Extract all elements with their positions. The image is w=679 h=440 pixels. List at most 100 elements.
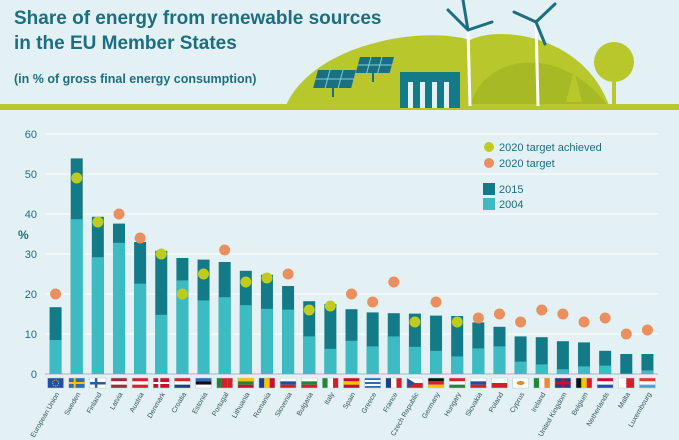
flag-border — [322, 377, 339, 389]
flag-border — [89, 377, 107, 389]
flag-stripe — [174, 384, 191, 388]
marker-achieved-lithuania — [240, 276, 252, 288]
marker-target-portugal — [219, 244, 231, 256]
flag-ie-icon — [533, 377, 550, 389]
legend-label-achieved: 2020 target achieved — [499, 142, 602, 154]
bar-2015-belgium — [578, 342, 591, 374]
flag-stripe — [385, 378, 392, 388]
bar-2004-spain — [345, 340, 358, 374]
flag-stripe — [364, 380, 381, 382]
flag-fr-icon — [385, 377, 403, 389]
flag-eu-icon — [47, 377, 64, 389]
y-tick-label-10: 10 — [25, 329, 37, 341]
flag-border — [385, 377, 403, 389]
x-tick-label-germany: Germany — [421, 391, 442, 420]
flag-border — [364, 377, 381, 389]
flag-stripe — [322, 378, 328, 388]
x-tick-label-estonia: Estonia — [192, 391, 210, 415]
flag-border — [512, 377, 529, 389]
flag-stripe — [544, 378, 550, 388]
x-tick-label-cyprus: Cyprus — [509, 391, 526, 414]
flag-stripe — [343, 378, 360, 382]
flag-stripe — [533, 378, 540, 388]
flag-stripe — [195, 381, 212, 385]
marker-achieved-romania — [261, 272, 273, 284]
x-tick-label-portugal: Portugal — [211, 391, 230, 417]
flag-gr-icon — [364, 377, 381, 389]
y-tick-label-60: 60 — [25, 129, 37, 141]
flag-stripe — [47, 378, 64, 388]
bar-2015-malta — [620, 354, 633, 374]
flag-pl-icon — [491, 377, 508, 389]
bar-2004-cyprus — [514, 361, 527, 374]
flag-stripe — [618, 378, 627, 388]
marker-target-slovakia — [472, 312, 484, 324]
flag-hu-icon — [448, 377, 466, 389]
title-line-2: in the EU Member States — [14, 33, 237, 54]
flag-stripe — [470, 381, 487, 385]
flag-stripe — [581, 378, 587, 388]
title-line-1: Share of energy from renewable sources — [14, 8, 382, 29]
flag-mt-icon — [618, 377, 635, 389]
bar-2004-romania — [260, 308, 273, 374]
flag-stripe — [626, 378, 635, 388]
flag-stripe — [110, 378, 127, 382]
flag-stripe — [195, 378, 212, 382]
bar-2004-portugal — [218, 297, 231, 374]
flag-stripe — [470, 378, 487, 382]
flag-lu-icon — [639, 377, 656, 389]
flag-stripe — [237, 378, 254, 382]
flag-border — [448, 377, 466, 389]
flag-cz-icon — [406, 377, 424, 389]
x-tick-label-france: France — [383, 391, 400, 413]
flag-border — [575, 377, 593, 389]
x-tick-label-netherlands: Netherlands — [586, 391, 611, 428]
flag-border — [195, 377, 212, 389]
flag-dk-icon — [153, 377, 170, 389]
flag-stripe — [132, 384, 149, 388]
legend-swatch-target — [484, 158, 494, 168]
bar-2004-finland — [91, 257, 104, 374]
flag-border — [491, 377, 508, 389]
flag-stripe — [406, 383, 423, 388]
subtitle: (in % of gross final energy consumption) — [14, 72, 257, 86]
flag-sk-icon — [470, 377, 487, 389]
flag-border — [427, 377, 445, 389]
flag-stripe — [597, 381, 614, 385]
flag-stripe — [216, 378, 223, 388]
flag-stripe — [539, 378, 545, 388]
bar-2004-united-kingdom — [556, 369, 569, 374]
bar-2004-czech-republic — [408, 346, 421, 374]
flag-de-icon — [427, 377, 445, 389]
bar-2004-ireland — [535, 364, 548, 374]
flag-border — [237, 377, 255, 389]
flag-hr-icon — [174, 377, 191, 389]
bar-2004-hungary — [451, 356, 464, 374]
x-tick-label-poland: Poland — [488, 391, 505, 413]
flag-stripe — [132, 381, 149, 385]
flag-stripe — [280, 384, 297, 388]
flag-border — [110, 377, 128, 389]
flag-stripe — [449, 384, 466, 388]
flag-stripe — [343, 384, 360, 388]
flag-it-icon — [322, 377, 339, 389]
y-tick-label-50: 50 — [25, 169, 37, 181]
flag-border — [618, 377, 635, 389]
flag-stripe — [222, 378, 228, 388]
x-tick-label-latvia: Latvia — [109, 391, 124, 411]
flag-border — [554, 377, 572, 389]
flag-stripe — [110, 384, 127, 388]
flag-cy-icon — [512, 377, 529, 389]
flag-stripe — [406, 378, 423, 383]
y-tick-label-40: 40 — [25, 209, 37, 221]
flag-fi-icon — [89, 377, 107, 389]
marker-achieved-denmark — [155, 248, 167, 260]
marker-target-united-kingdom — [557, 308, 569, 320]
marker-achieved-sweden — [71, 172, 83, 184]
marker-target-france — [388, 276, 400, 288]
flag-border — [596, 377, 614, 389]
flag-cross — [554, 381, 571, 385]
flag-stripe — [364, 382, 381, 384]
flag-stars — [52, 379, 60, 387]
flag-border — [279, 377, 297, 389]
